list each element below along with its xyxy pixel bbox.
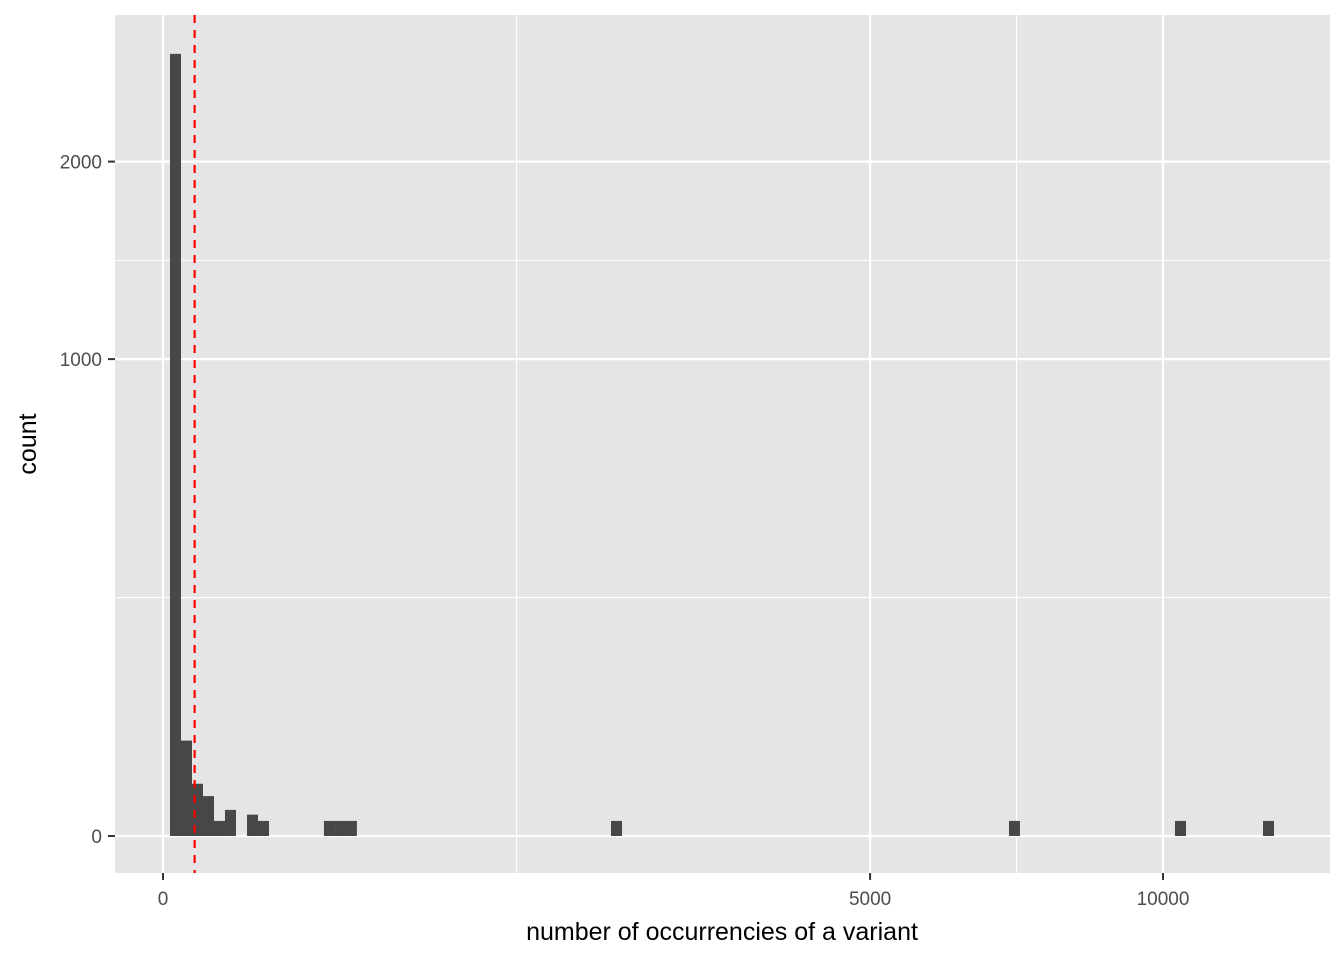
histogram-bar — [203, 796, 214, 836]
histogram-bar — [335, 820, 347, 836]
y-tick-label: 2000 — [60, 153, 102, 174]
histogram-bar — [247, 814, 259, 836]
histogram-bar — [610, 820, 623, 836]
histogram-bar — [1174, 820, 1186, 836]
histogram-bar — [258, 820, 270, 836]
histogram-bar — [192, 783, 203, 836]
x-axis-label: number of occurrencies of a variant — [526, 918, 918, 946]
histogram-bar — [323, 820, 336, 836]
x-tick-label: 5000 — [849, 889, 891, 910]
y-tick-label: 1000 — [60, 350, 102, 371]
y-axis-label: count — [14, 413, 42, 474]
y-tick-label: 0 — [91, 827, 102, 848]
histogram-bar — [1263, 820, 1274, 836]
histogram-bar — [170, 53, 181, 837]
histogram-bar — [181, 740, 192, 836]
histogram-bar — [346, 820, 357, 836]
plot-panel — [115, 15, 1330, 873]
histogram-bar — [1008, 820, 1020, 836]
histogram-bar — [213, 820, 225, 836]
histogram-bar — [224, 809, 237, 836]
x-tick-label: 0 — [158, 889, 169, 910]
x-tick-label: 10000 — [1137, 889, 1190, 910]
